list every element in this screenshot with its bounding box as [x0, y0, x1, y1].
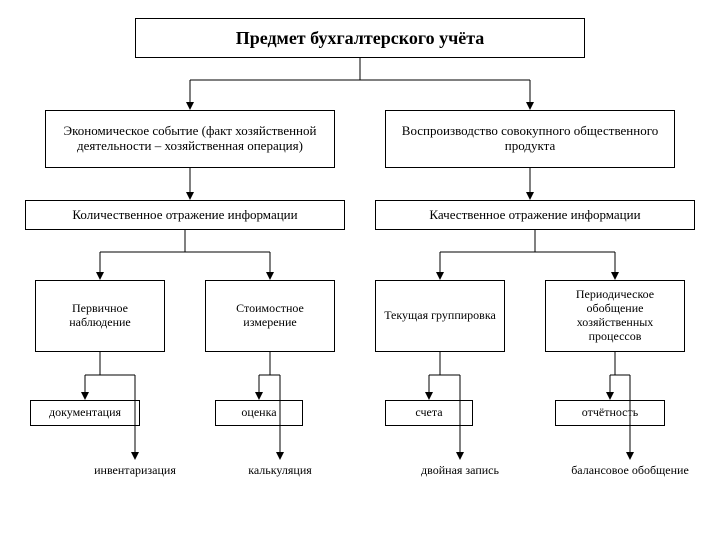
level4-d: Периодическое обобщение хозяйственных пр… — [545, 280, 685, 352]
level4-b: Стоимостное измерение — [205, 280, 335, 352]
level4-b-text: Стоимостное измерение — [212, 302, 328, 330]
level5-c-text: счета — [415, 406, 442, 420]
level5-b-text: оценка — [241, 406, 276, 420]
level2-right: Воспроизводство совокупного общественног… — [385, 110, 675, 168]
level6-c: двойная запись — [395, 460, 525, 482]
level6-b-text: калькуляция — [248, 464, 312, 478]
level4-c-text: Текущая группировка — [384, 309, 496, 323]
level6-d: балансовое обобщение — [555, 460, 705, 482]
level6-d-text: балансовое обобщение — [571, 464, 689, 478]
level2-left-text: Экономическое событие (факт хозяйственно… — [52, 124, 328, 154]
level4-a-text: Первичное наблюдение — [42, 302, 158, 330]
connectors — [0, 0, 720, 540]
level5-c: счета — [385, 400, 473, 426]
level3-left-text: Количественное отражение информации — [72, 208, 297, 223]
level2-left: Экономическое событие (факт хозяйственно… — [45, 110, 335, 168]
level6-c-text: двойная запись — [421, 464, 499, 478]
level4-a: Первичное наблюдение — [35, 280, 165, 352]
level6-a: инвентаризация — [70, 460, 200, 482]
level3-left: Количественное отражение информации — [25, 200, 345, 230]
level2-right-text: Воспроизводство совокупного общественног… — [392, 124, 668, 154]
title-box: Предмет бухгалтерского учёта — [135, 18, 585, 58]
level4-d-text: Периодическое обобщение хозяйственных пр… — [552, 288, 678, 343]
level3-right-text: Качественное отражение информации — [429, 208, 640, 223]
level5-d: отчётность — [555, 400, 665, 426]
level5-b: оценка — [215, 400, 303, 426]
level5-a-text: документация — [49, 406, 121, 420]
level3-right: Качественное отражение информации — [375, 200, 695, 230]
title-text: Предмет бухгалтерского учёта — [236, 28, 485, 49]
level6-b: калькуляция — [225, 460, 335, 482]
level6-a-text: инвентаризация — [94, 464, 176, 478]
level4-c: Текущая группировка — [375, 280, 505, 352]
level5-a: документация — [30, 400, 140, 426]
level5-d-text: отчётность — [582, 406, 638, 420]
